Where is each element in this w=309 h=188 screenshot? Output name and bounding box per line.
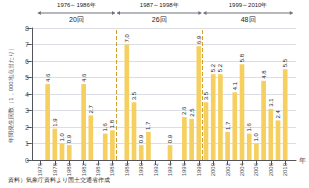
svg-text:5: 5 xyxy=(25,74,29,81)
svg-text:1996: 1996 xyxy=(181,162,187,176)
svg-text:0.9: 0.9 xyxy=(167,134,173,143)
svg-text:1987～1998年: 1987～1998年 xyxy=(140,2,179,8)
svg-text:2.4: 2.4 xyxy=(275,109,281,118)
svg-text:2.7: 2.7 xyxy=(88,104,94,113)
svg-text:1980: 1980 xyxy=(66,162,72,176)
svg-text:1978: 1978 xyxy=(52,162,58,176)
svg-text:年: 年 xyxy=(299,157,306,164)
svg-text:1998: 1998 xyxy=(196,162,202,176)
svg-text:0.9: 0.9 xyxy=(138,134,144,143)
svg-text:3.5: 3.5 xyxy=(131,91,137,100)
svg-text:0: 0 xyxy=(25,157,29,164)
svg-text:1.0: 1.0 xyxy=(253,132,259,141)
svg-text:2006: 2006 xyxy=(253,162,259,176)
svg-text:1.7: 1.7 xyxy=(225,121,231,130)
svg-text:3.1: 3.1 xyxy=(268,98,274,107)
svg-text:1976～1986年: 1976～1986年 xyxy=(57,2,96,8)
svg-text:4.6: 4.6 xyxy=(45,73,51,82)
svg-text:4.6: 4.6 xyxy=(81,73,87,82)
svg-text:1984: 1984 xyxy=(95,162,101,176)
svg-text:2000: 2000 xyxy=(210,162,216,176)
svg-text:1.8: 1.8 xyxy=(109,119,115,128)
svg-text:20回: 20回 xyxy=(69,16,84,23)
svg-text:5.8: 5.8 xyxy=(239,53,245,62)
svg-text:2002: 2002 xyxy=(225,162,231,176)
svg-text:4: 4 xyxy=(25,91,29,98)
svg-text:1982: 1982 xyxy=(81,162,87,176)
svg-text:3.5: 3.5 xyxy=(203,91,209,100)
svg-text:2010: 2010 xyxy=(282,162,288,176)
svg-text:2.5: 2.5 xyxy=(189,108,195,117)
svg-text:4.8: 4.8 xyxy=(261,70,267,79)
svg-text:資料）気象庁資料より国土交通省作成: 資料）気象庁資料より国土交通省作成 xyxy=(8,176,110,184)
svg-text:2004: 2004 xyxy=(239,162,245,176)
svg-text:4.1: 4.1 xyxy=(232,81,238,90)
svg-text:2: 2 xyxy=(25,124,29,131)
svg-text:年間発生回数（1，000地点当たり）: 年間発生回数（1，000地点当たり） xyxy=(8,45,15,142)
svg-text:1.7: 1.7 xyxy=(145,121,151,130)
svg-text:1986: 1986 xyxy=(109,162,115,176)
svg-text:2008: 2008 xyxy=(268,162,274,176)
svg-text:1.9: 1.9 xyxy=(52,118,58,127)
svg-text:1.6: 1.6 xyxy=(246,123,252,132)
svg-text:5.2: 5.2 xyxy=(217,63,223,72)
svg-text:8: 8 xyxy=(25,25,29,32)
svg-text:5.5: 5.5 xyxy=(282,58,288,67)
svg-text:1976: 1976 xyxy=(37,162,43,176)
svg-text:6.9: 6.9 xyxy=(196,35,202,44)
svg-text:7: 7 xyxy=(25,41,29,48)
svg-text:7.0: 7.0 xyxy=(124,33,130,42)
svg-text:1990: 1990 xyxy=(138,162,144,176)
svg-text:5.2: 5.2 xyxy=(210,63,216,72)
svg-text:1994: 1994 xyxy=(167,162,173,176)
svg-text:1999～2010年: 1999～2010年 xyxy=(229,2,268,8)
svg-text:1988: 1988 xyxy=(124,162,130,176)
svg-text:48回: 48回 xyxy=(241,16,256,23)
svg-text:26回: 26回 xyxy=(152,16,167,23)
svg-text:3: 3 xyxy=(25,107,29,114)
svg-text:1: 1 xyxy=(25,140,29,147)
svg-text:6: 6 xyxy=(25,58,29,65)
svg-text:1992: 1992 xyxy=(153,162,159,176)
svg-text:0.9: 0.9 xyxy=(66,134,72,143)
svg-text:2.6: 2.6 xyxy=(181,106,187,115)
svg-text:1.0: 1.0 xyxy=(59,132,65,141)
svg-text:1.6: 1.6 xyxy=(102,123,108,132)
